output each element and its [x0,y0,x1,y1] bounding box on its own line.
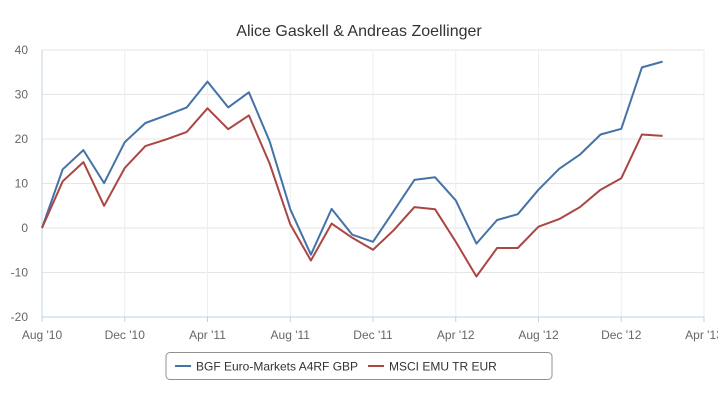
axes: -20 -10 0 10 20 30 40 Aug '10 Dec '10 Apr '11 Aug … [11,43,718,342]
legend-box [165,352,553,380]
x-tick-label: Apr '12 [437,328,475,342]
x-tick-label: Dec '12 [601,328,642,342]
x-tick-label: Aug '12 [518,328,559,342]
y-tick-label: 40 [15,43,29,57]
legend-label: BGF Euro-Markets A4RF GBP [196,360,358,374]
y-tick-label: 30 [15,88,29,102]
x-tick-label: Apr '13 [685,328,718,342]
legend[interactable]: BGF Euro-Markets A4RF GBP MSCI EMU TR EUR [165,352,553,380]
x-tick-label: Dec '10 [105,328,146,342]
y-tick-label: -10 [11,266,29,280]
y-tick-label: 10 [15,177,29,191]
x-tick-label: Aug '11 [271,328,311,342]
grid [41,49,705,318]
legend-label: MSCI EMU TR EUR [389,360,497,374]
legend-item-1[interactable]: BGF Euro-Markets A4RF GBP [175,360,358,374]
x-tick-label: Apr '11 [189,328,226,342]
chart-title: Alice Gaskell & Andreas Zoellinger [236,23,482,40]
y-tick-label: -20 [11,310,29,324]
x-tick-label: Aug '10 [22,328,63,342]
legend-item-2[interactable]: MSCI EMU TR EUR [368,360,497,374]
series-layer [41,60,663,278]
series-line-1 [41,60,663,256]
y-tick-label: 0 [21,221,28,235]
series-line-2 [41,107,663,278]
y-tick-label: 20 [15,132,29,146]
x-tick-label: Dec '11 [353,328,393,342]
